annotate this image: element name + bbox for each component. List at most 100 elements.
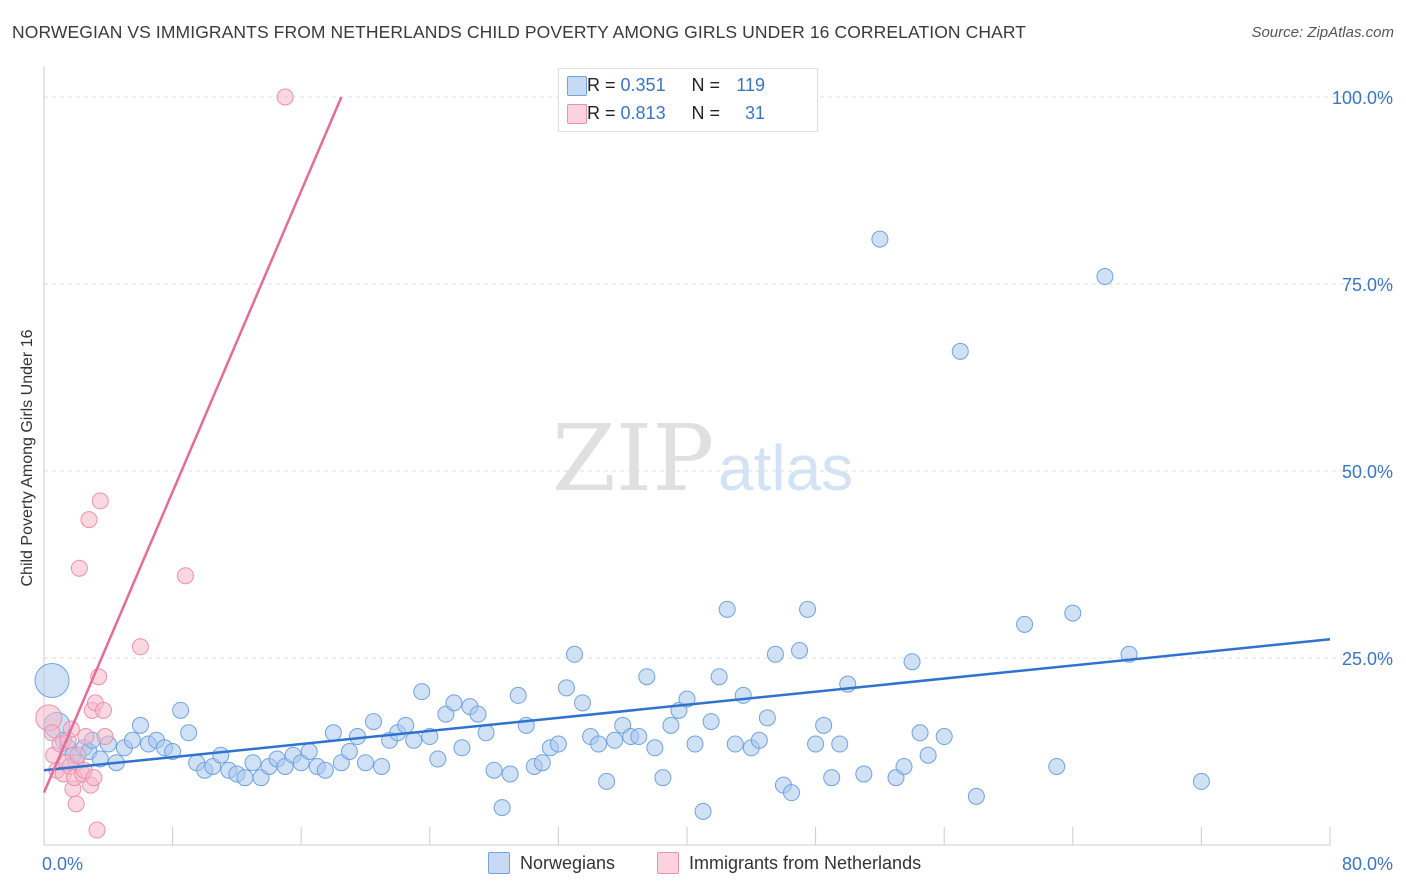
data-point: [96, 728, 114, 746]
watermark-atlas: atlas: [718, 432, 853, 504]
data-point: [694, 802, 712, 820]
data-point: [413, 683, 431, 701]
x-tick-label: 0.0%: [42, 854, 83, 874]
data-point: [70, 559, 88, 577]
data-point: [718, 600, 736, 618]
legend-item-norwegians: Norwegians: [488, 852, 615, 874]
data-point: [1064, 604, 1082, 622]
legend-swatch-immigrants: [567, 104, 587, 124]
data-point: [485, 761, 503, 779]
data-point: [654, 769, 672, 787]
data-point: [94, 701, 112, 719]
legend-row-immigrants: R = 0.813 N = 31: [567, 101, 766, 125]
legend-n-value: 31: [745, 102, 766, 123]
data-point: [823, 769, 841, 787]
chart-title: NORWEGIAN VS IMMIGRANTS FROM NETHERLANDS…: [12, 22, 1027, 42]
data-point: [758, 709, 776, 727]
data-point: [397, 716, 415, 734]
data-point: [791, 642, 809, 660]
data-point: [533, 754, 551, 772]
trend-line-norwegians: [43, 638, 1331, 772]
data-point: [212, 746, 230, 764]
legend-swatch-norwegians: [567, 76, 587, 96]
data-point: [686, 735, 704, 753]
data-point: [630, 728, 648, 746]
y-tick-label: 75.0%: [1342, 275, 1393, 295]
y-tick-label: 100.0%: [1332, 88, 1393, 108]
tick-labels: 25.0% 50.0% 75.0% 100.0% 0.0% 80.0%: [42, 88, 1393, 874]
data-point: [598, 772, 616, 790]
data-point: [324, 724, 342, 742]
data-point: [750, 731, 768, 749]
data-point: [501, 765, 519, 783]
data-point: [493, 799, 511, 817]
legend-swatch-immigrants: [657, 852, 679, 874]
data-point: [766, 645, 784, 663]
data-point: [967, 787, 985, 805]
data-point: [176, 567, 194, 585]
data-point: [88, 821, 106, 839]
data-point: [1192, 772, 1210, 790]
data-point: [807, 735, 825, 753]
data-point: [477, 724, 495, 742]
data-point: [951, 342, 969, 360]
correlation-legend: R = 0.351 N = 119 R = 0.813 N = 31: [558, 68, 818, 132]
data-point: [831, 735, 849, 753]
data-point: [34, 662, 70, 698]
data-point: [509, 686, 527, 704]
data-points: [34, 88, 1210, 839]
data-point: [590, 735, 608, 753]
data-point: [429, 750, 447, 768]
data-point: [69, 746, 87, 764]
data-point: [1096, 268, 1114, 286]
watermark: ZIP atlas: [552, 405, 853, 512]
data-point: [1016, 615, 1034, 633]
data-point: [565, 645, 583, 663]
data-point: [606, 731, 624, 749]
data-point: [172, 701, 190, 719]
legend-r-value: 0.351: [620, 74, 666, 95]
legend-r-label: R =: [587, 74, 616, 95]
data-point: [316, 761, 334, 779]
data-point: [638, 668, 656, 686]
series-norwegians: [34, 230, 1210, 820]
data-point: [646, 739, 664, 757]
data-point: [903, 653, 921, 671]
data-point: [662, 716, 680, 734]
legend-label-immigrants: Immigrants from Netherlands: [689, 852, 922, 873]
data-point: [911, 724, 929, 742]
data-point: [1048, 757, 1066, 775]
series-legend: Norwegians Immigrants from Netherlands: [0, 852, 1406, 878]
data-point: [67, 795, 85, 813]
legend-r-label: R =: [587, 102, 616, 123]
data-point: [77, 728, 95, 746]
trend-lines: [42, 96, 1331, 794]
data-point: [373, 757, 391, 775]
data-point: [726, 735, 744, 753]
data-point: [453, 739, 471, 757]
data-point: [702, 713, 720, 731]
data-point: [445, 694, 463, 712]
legend-n-value: 119: [736, 74, 766, 95]
data-point: [365, 713, 383, 731]
data-point: [357, 754, 374, 772]
source-label: Source: ZipAtlas.com: [1251, 24, 1394, 41]
legend-label-norwegians: Norwegians: [520, 852, 616, 873]
legend-row-norwegians: R = 0.351 N = 119: [567, 73, 766, 97]
data-point: [469, 705, 487, 723]
legend-item-immigrants: Immigrants from Netherlands: [657, 852, 921, 874]
data-point: [871, 230, 889, 248]
data-point: [919, 746, 937, 764]
grid-lines: [44, 96, 1392, 659]
data-point: [300, 743, 318, 760]
data-point: [236, 769, 254, 787]
data-point: [244, 754, 262, 772]
data-point: [557, 679, 575, 697]
y-tick-label: 25.0%: [1342, 649, 1393, 669]
data-point: [91, 492, 109, 510]
data-point: [799, 600, 817, 618]
data-point: [734, 686, 752, 704]
data-point: [895, 757, 913, 775]
data-point: [935, 728, 953, 746]
